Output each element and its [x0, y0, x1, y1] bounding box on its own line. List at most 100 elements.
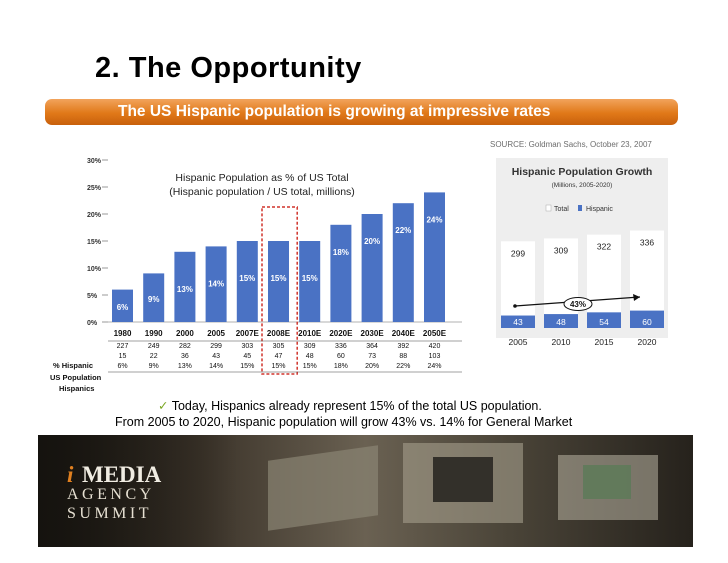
- table-hispanics-cell: 45: [243, 353, 251, 360]
- hispanic-population-charts: 30% 25% 20% 15% 10% 5% 0% Hispanic Population a…: [50, 158, 668, 393]
- legend-label-total: Total: [554, 206, 569, 213]
- table-us-population-cell: 364: [366, 343, 378, 350]
- growth-annotation-ellipse: [563, 297, 593, 311]
- bar-value-label: 15%: [302, 274, 318, 283]
- year-label: 2010: [552, 337, 571, 347]
- bar-1990: [143, 273, 165, 322]
- logo-agency: AGENCY: [67, 486, 155, 503]
- year-label: 2005: [509, 337, 528, 347]
- table-pct-hispanic-cell: 20%: [365, 363, 379, 370]
- table-us-population-cell: 392: [397, 343, 409, 350]
- table-us-population-cell: 336: [335, 343, 347, 350]
- table-hispanics-cell: 103: [429, 353, 441, 360]
- chart-title: Hispanic Population as % of US Total: [175, 172, 348, 184]
- y-tick-label: 10%: [87, 266, 102, 273]
- bar-2005: [205, 246, 227, 322]
- bar-value-label: 6%: [117, 303, 129, 312]
- x-category-label: 2030E: [361, 329, 385, 338]
- bullet-today: ✓ Today, Hispanics already represent 15%…: [158, 398, 542, 413]
- table-pct-hispanic-cell: 13%: [178, 363, 192, 370]
- table-us-population-cell: 309: [304, 343, 316, 350]
- bar-value-label: 9%: [148, 295, 160, 304]
- legend-label-hispanic: Hispanic: [586, 206, 613, 213]
- slide-title: 2. The Opportunity: [95, 52, 362, 84]
- table-hispanics-cell: 36: [181, 353, 189, 360]
- table-us-population-cell: 282: [179, 343, 191, 350]
- bar-value-label: 13%: [177, 285, 193, 294]
- table-pct-hispanic-cell: 18%: [334, 363, 348, 370]
- table-us-population-cell: 303: [241, 343, 253, 350]
- x-category-label: 2040E: [392, 329, 416, 338]
- bar-1980: [112, 289, 133, 322]
- table-us-population-cell: 249: [148, 343, 160, 350]
- highlight-box-2008e: [261, 206, 298, 375]
- headline-text: The US Hispanic population is growing at…: [118, 103, 551, 120]
- table-hispanics-cell: 15: [119, 353, 127, 360]
- growth-arrow-start: [513, 304, 517, 308]
- chart-subtitle: (Hispanic population / US total, million…: [169, 186, 355, 198]
- x-category-label: 2010E: [298, 329, 322, 338]
- table-us-population-cell: 420: [429, 343, 441, 350]
- table-hispanics-cell: 73: [368, 353, 376, 360]
- x-category-label: 2005: [207, 329, 225, 338]
- growth-arrow-head: [633, 294, 640, 301]
- table-hispanics-cell: 88: [399, 353, 407, 360]
- table-pct-hispanic-cell: 14%: [209, 363, 223, 370]
- logo-summit: SUMMIT: [67, 505, 153, 522]
- bar-value-label: 22%: [395, 226, 411, 235]
- x-category-label: 1990: [145, 329, 163, 338]
- right-chart-title: Hispanic Population Growth: [512, 166, 653, 178]
- bar-2007E: [236, 241, 258, 322]
- year-label: 2020: [638, 337, 657, 347]
- table-pct-hispanic-cell: 24%: [427, 363, 441, 370]
- hispanic-value-label: 54: [599, 317, 609, 327]
- right-chart-subtitle: (Millions, 2005-2020): [552, 182, 613, 189]
- table-us-population-cell: 227: [117, 343, 129, 350]
- row-label-hispanics: Hispanics: [59, 384, 94, 393]
- y-tick-label: 20%: [87, 212, 102, 219]
- total-value-label: 299: [511, 248, 525, 258]
- headline-banner: [45, 99, 678, 125]
- y-tick-label: 15%: [87, 239, 102, 246]
- total-bar-2005: [501, 241, 535, 328]
- bar-value-label: 24%: [426, 215, 442, 224]
- logo-media: MEDIA: [82, 462, 162, 487]
- bar-value-label: 14%: [208, 279, 224, 288]
- bar-2000: [174, 251, 196, 322]
- x-category-label: 2007E: [236, 329, 260, 338]
- legend-swatch-total: [545, 204, 552, 212]
- x-category-label: 2050E: [423, 329, 447, 338]
- x-category-label: 2008E: [267, 329, 291, 338]
- hispanic-bar-2020: [630, 310, 664, 328]
- table-pct-hispanic-cell: 9%: [149, 363, 159, 370]
- row-label-us-population: US Population: [50, 373, 102, 382]
- bar-2050E: [424, 192, 445, 322]
- hispanic-bar-2005: [501, 315, 535, 328]
- bar-2008E: [268, 241, 289, 322]
- table-us-population-cell: 299: [210, 343, 222, 350]
- table-us-population-cell: 305: [273, 343, 285, 350]
- bar-2040E: [392, 203, 414, 322]
- year-label: 2015: [595, 337, 614, 347]
- table-hispanics-cell: 48: [306, 353, 314, 360]
- y-tick-label: 30%: [87, 158, 102, 165]
- hispanic-bar-2010: [544, 314, 578, 328]
- table-pct-hispanic-cell: 15%: [271, 363, 285, 370]
- table-pct-hispanic-cell: 15%: [240, 363, 254, 370]
- bar-2030E: [361, 214, 383, 322]
- legend-swatch-hispanic: [578, 205, 582, 211]
- hispanic-value-label: 48: [556, 317, 566, 327]
- y-tick-label: 5%: [87, 293, 98, 300]
- bar-value-label: 20%: [364, 237, 380, 246]
- event-photo-banner: [38, 435, 693, 547]
- bar-value-label: 15%: [239, 274, 255, 283]
- total-value-label: 309: [554, 245, 568, 255]
- x-category-label: 1980: [114, 329, 132, 338]
- bar-2010E: [299, 241, 321, 322]
- table-hispanics-cell: 60: [337, 353, 345, 360]
- row-label-pct-hispanic: % Hispanic: [53, 361, 93, 370]
- growth-annotation: 43%: [570, 300, 586, 309]
- x-category-label: 2020E: [329, 329, 353, 338]
- table-pct-hispanic-cell: 6%: [117, 363, 127, 370]
- bar-value-label: 18%: [333, 248, 349, 257]
